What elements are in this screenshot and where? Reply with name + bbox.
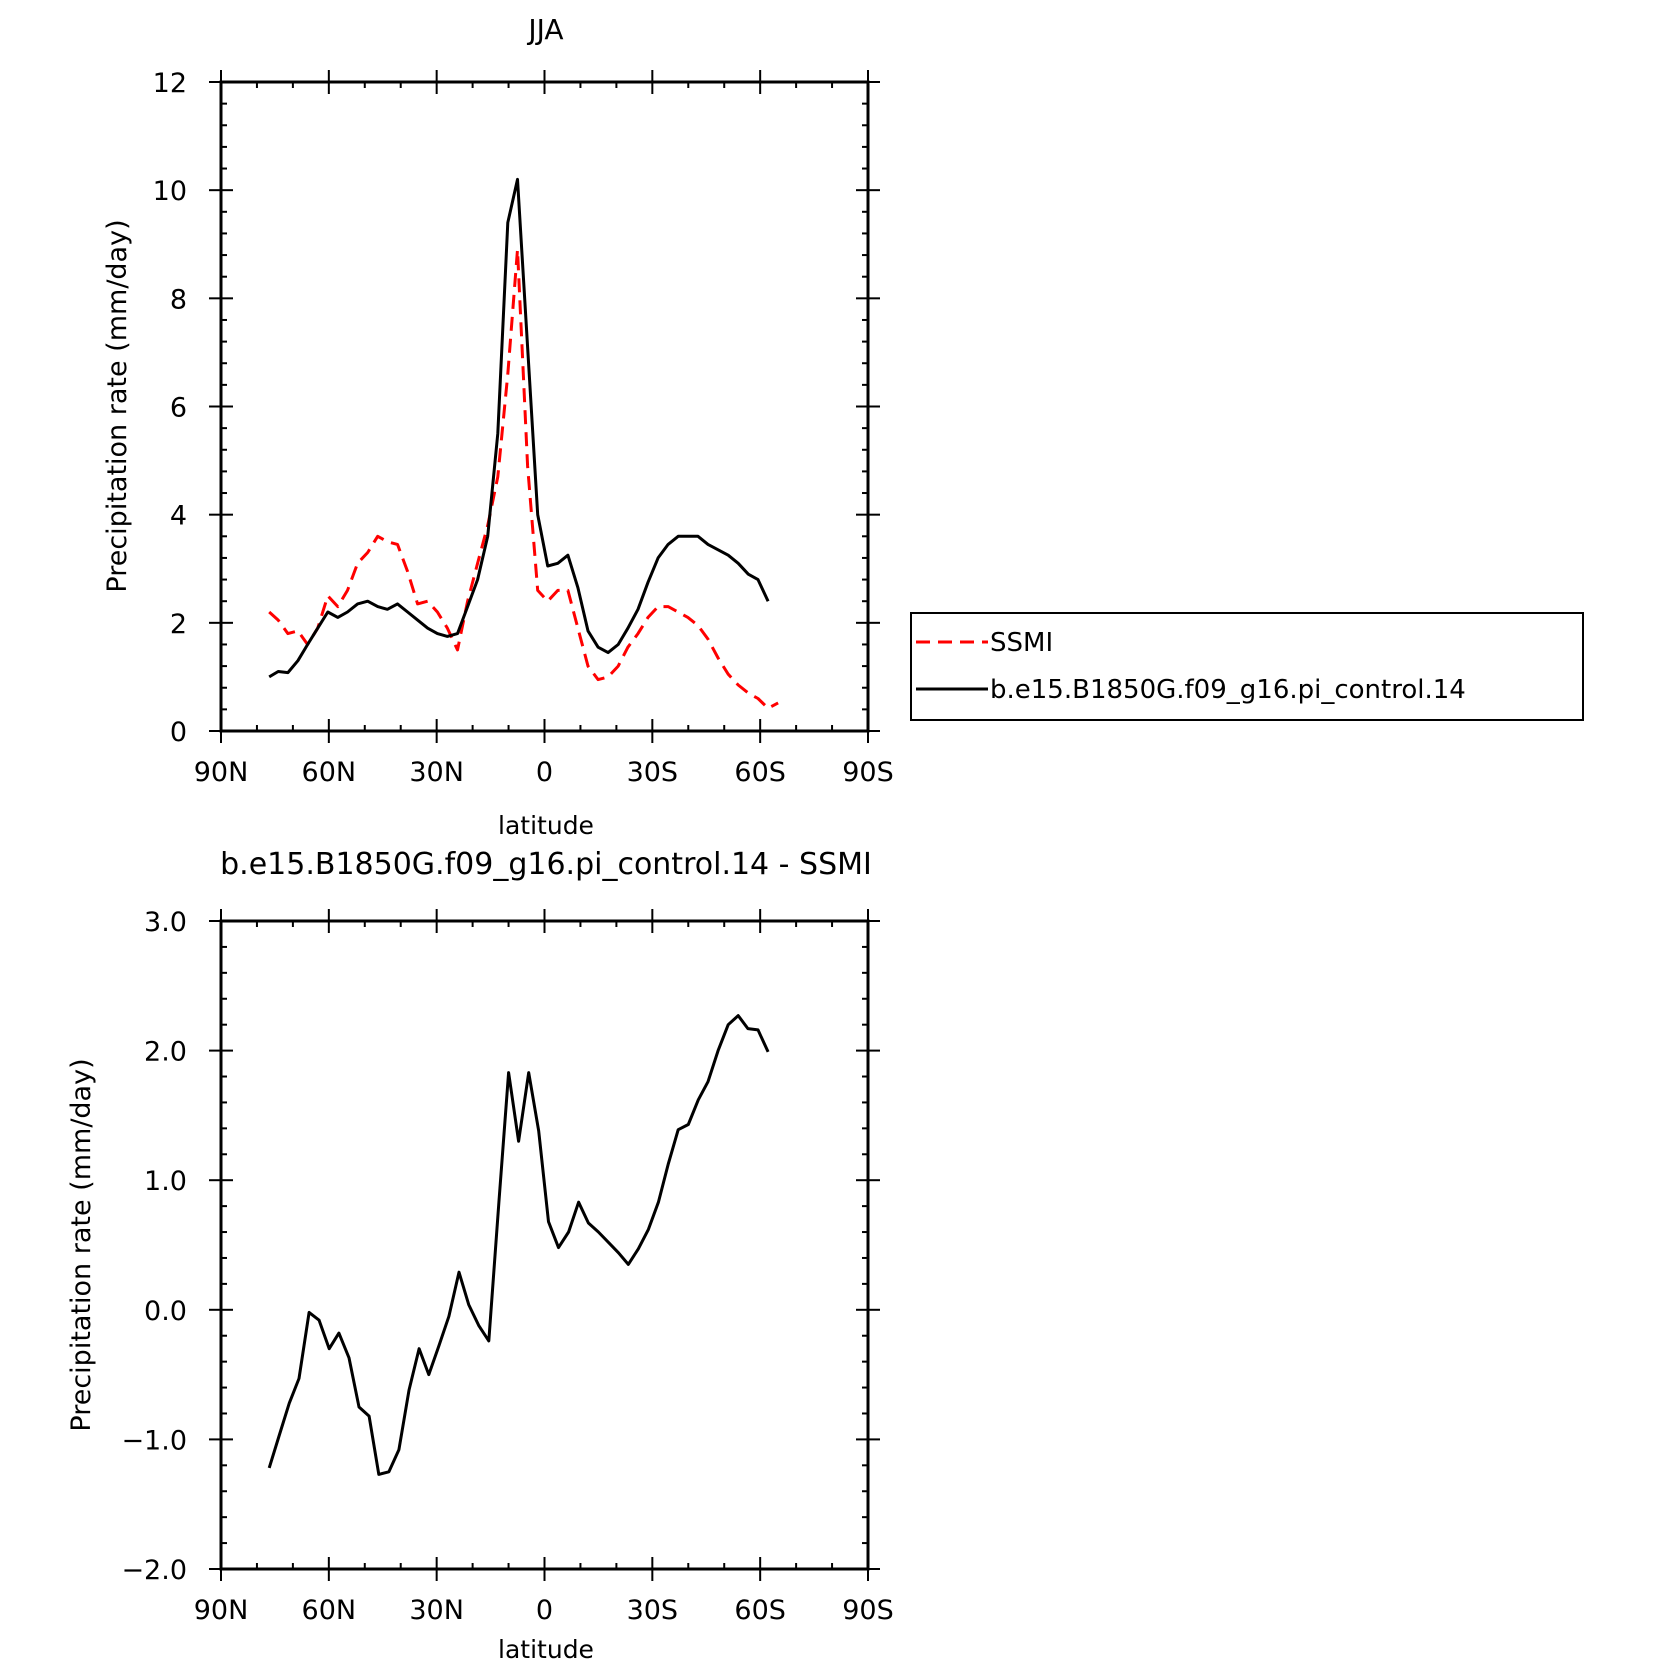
top-y-tick-labels: 0 2 4 6 8 10 12 [153, 68, 187, 748]
y-tick-label: 0 [170, 717, 187, 748]
x-tick-label: 60N [302, 757, 357, 788]
top-series [268, 177, 779, 710]
y-axis-label: Precipitation rate (mm/day) [102, 219, 133, 592]
bottom-axis-ticks [209, 909, 880, 1581]
x-tick-label: 60N [302, 1595, 357, 1626]
x-axis-label: latitude [498, 1635, 594, 1663]
series-line-difference [267, 1014, 770, 1476]
bottom-x-tick-labels: 90N 60N 30N 0 30S 60S 90S [194, 1595, 894, 1626]
x-tick-label: 30N [409, 1595, 464, 1626]
y-tick-label: −2.0 [121, 1555, 187, 1586]
legend-label-model: b.e15.B1850G.f09_g16.pi_control.14 [990, 675, 1466, 705]
x-tick-label: 30S [627, 757, 679, 788]
top-x-tick-labels: 90N 60N 30N 0 30S 60S 90S [194, 757, 894, 788]
x-tick-label: 60S [734, 757, 786, 788]
y-tick-label: 0.0 [144, 1296, 187, 1327]
y-tick-label: 6 [170, 393, 187, 424]
series-line-ssmi [268, 248, 779, 710]
legend-box [910, 612, 1584, 721]
series-line-model [268, 177, 770, 679]
chart-title: b.e15.B1850G.f09_g16.pi_control.14 - SSM… [220, 847, 872, 882]
bottom-y-tick-labels: −2.0 −1.0 0.0 1.0 2.0 3.0 [121, 907, 187, 1586]
x-tick-label: 30N [409, 757, 464, 788]
x-tick-label: 30S [627, 1595, 679, 1626]
x-tick-label: 0 [536, 757, 553, 788]
y-tick-label: −1.0 [121, 1425, 187, 1456]
bottom-panel: b.e15.B1850G.f09_g16.pi_control.14 - SSM… [66, 847, 894, 1663]
x-tick-label: 0 [536, 1595, 553, 1626]
legend: SSMI b.e15.B1850G.f09_g16.pi_control.14 [910, 612, 1584, 721]
y-tick-label: 10 [153, 176, 187, 207]
y-axis-label: Precipitation rate (mm/day) [66, 1058, 97, 1431]
x-tick-label: 90N [194, 1595, 249, 1626]
top-panel: JJA 90N 60N 30N 0 30S 60S 90S 0 2 4 6 8 10 12 latitu… [102, 13, 894, 840]
chart-title: JJA [526, 13, 563, 46]
y-tick-label: 2.0 [144, 1037, 187, 1068]
y-tick-label: 4 [170, 501, 187, 532]
x-tick-label: 60S [734, 1595, 786, 1626]
y-tick-label: 8 [170, 284, 187, 315]
x-tick-label: 90N [194, 757, 249, 788]
y-tick-label: 1.0 [144, 1166, 187, 1197]
top-plot-frame [219, 80, 870, 733]
x-tick-label: 90S [842, 757, 894, 788]
bottom-plot-frame [219, 919, 870, 1571]
x-tick-label: 90S [842, 1595, 894, 1626]
y-tick-label: 3.0 [144, 907, 187, 938]
y-tick-label: 2 [170, 609, 187, 640]
x-axis-label: latitude [498, 811, 594, 840]
legend-label-ssmi: SSMI [990, 628, 1053, 658]
bottom-series [267, 1014, 770, 1476]
y-tick-label: 12 [153, 68, 187, 99]
